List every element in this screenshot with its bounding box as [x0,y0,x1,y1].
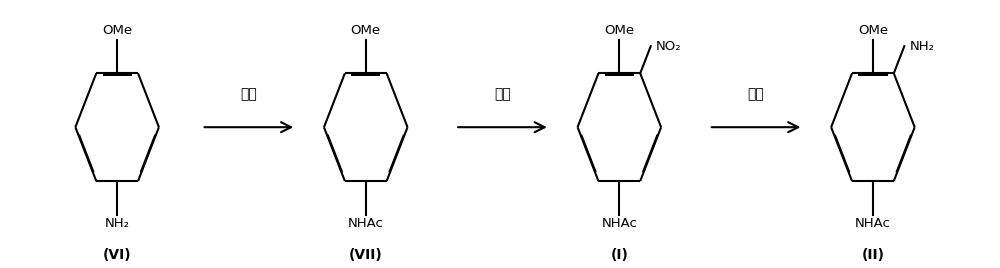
Text: (VII): (VII) [349,248,383,262]
Text: 混酸: 混酸 [494,87,511,101]
Text: (I): (I) [610,248,628,262]
Text: NHAc: NHAc [348,217,384,230]
Text: NH₂: NH₂ [909,40,934,53]
Text: NH₂: NH₂ [105,217,130,230]
Text: NO₂: NO₂ [656,40,681,53]
Text: OMe: OMe [604,24,634,37]
Text: OMe: OMe [351,24,381,37]
Text: OMe: OMe [858,24,888,37]
Text: (II): (II) [861,248,884,262]
Text: (VI): (VI) [103,248,131,262]
Text: 醜酸: 醜酸 [241,87,257,101]
Text: OMe: OMe [102,24,132,37]
Text: 鐵粉: 鐵粉 [748,87,764,101]
Text: NHAc: NHAc [601,217,637,230]
Text: NHAc: NHAc [855,217,891,230]
